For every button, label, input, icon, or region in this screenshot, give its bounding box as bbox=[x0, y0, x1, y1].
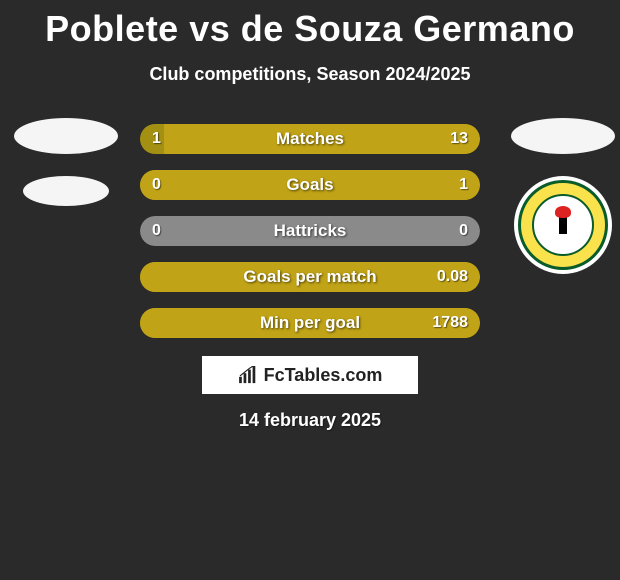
torch-icon bbox=[559, 216, 567, 234]
right-club-placeholder bbox=[511, 118, 615, 154]
page-title: Poblete vs de Souza Germano bbox=[0, 0, 620, 50]
brand-text: FcTables.com bbox=[264, 365, 383, 386]
left-club-placeholder-1 bbox=[14, 118, 118, 154]
left-club-placeholder-2 bbox=[23, 176, 109, 206]
stat-bar-goals-per-match: Goals per match0.08 bbox=[140, 262, 480, 292]
stat-right-value: 0.08 bbox=[437, 268, 468, 286]
stat-right-value: 1788 bbox=[432, 314, 468, 332]
left-player-badges bbox=[8, 118, 123, 206]
right-club-badge bbox=[514, 176, 612, 274]
stat-label: Goals per match bbox=[140, 267, 480, 287]
stat-right-value: 13 bbox=[450, 130, 468, 148]
brand-box[interactable]: FcTables.com bbox=[202, 356, 418, 394]
stat-right-value: 0 bbox=[459, 222, 468, 240]
stat-label: Min per goal bbox=[140, 313, 480, 333]
stat-right-value: 1 bbox=[459, 176, 468, 194]
stat-bar-goals: 0Goals1 bbox=[140, 170, 480, 200]
stat-label: Matches bbox=[140, 129, 480, 149]
snapshot-date: 14 february 2025 bbox=[0, 410, 620, 431]
stat-bar-hattricks: 0Hattricks0 bbox=[140, 216, 480, 246]
right-player-badges bbox=[505, 118, 620, 274]
comparison-bars: 1Matches130Goals10Hattricks0Goals per ma… bbox=[140, 124, 480, 338]
stat-label: Hattricks bbox=[140, 221, 480, 241]
stat-bar-matches: 1Matches13 bbox=[140, 124, 480, 154]
page-subtitle: Club competitions, Season 2024/2025 bbox=[0, 64, 620, 85]
stat-bar-min-per-goal: Min per goal1788 bbox=[140, 308, 480, 338]
chart-icon bbox=[238, 366, 260, 384]
stat-label: Goals bbox=[140, 175, 480, 195]
